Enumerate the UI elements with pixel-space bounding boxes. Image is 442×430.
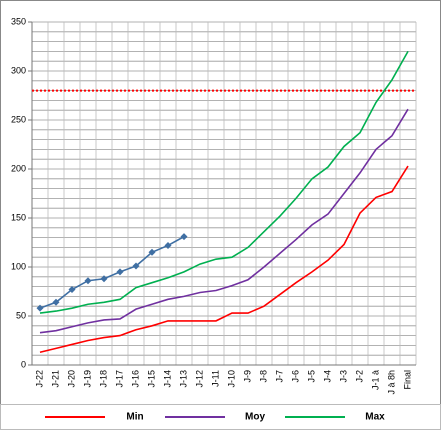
x-tick-label: J-13 [178, 370, 188, 388]
y-tick-label: 250 [11, 114, 26, 124]
marker [68, 286, 76, 294]
y-tick-label: 300 [11, 65, 26, 75]
x-tick-label: J à 8h [386, 370, 396, 395]
legend-label: Min [126, 412, 143, 423]
x-tick-label: J-8 [258, 370, 268, 383]
y-tick-label: 100 [11, 261, 26, 271]
x-tick-label: J-6 [290, 370, 300, 383]
marker [84, 277, 92, 285]
series-line [39, 165, 409, 354]
x-tick-label: J-18 [98, 370, 108, 388]
series-line [39, 51, 409, 314]
x-tick-label: J-3 [338, 370, 348, 383]
x-tick-label: J-5 [306, 370, 316, 383]
x-tick-label: J-1 à [370, 370, 380, 390]
x-tick-label: J-10 [226, 370, 236, 388]
legend-label: Moy [245, 412, 265, 423]
x-tick-label: J-14 [162, 370, 172, 388]
x-tick-label: J-19 [82, 370, 92, 388]
x-tick-label: J-20 [66, 370, 76, 388]
marker [36, 304, 44, 312]
y-tick-label: 150 [11, 212, 26, 222]
x-tick-label: J-16 [130, 370, 140, 388]
legend-label: Max [365, 412, 385, 423]
x-tick-label: J-2 [354, 370, 364, 383]
marker [180, 233, 188, 241]
marker [116, 268, 124, 276]
marker [148, 248, 156, 256]
x-tick-label: J-17 [114, 370, 124, 388]
x-tick-label: J-11 [210, 370, 220, 387]
x-tick-label: J-7 [274, 370, 284, 383]
series-line [39, 108, 409, 334]
series-line [39, 235, 185, 309]
marker [132, 262, 140, 270]
y-tick-label: 350 [11, 16, 26, 26]
x-tick-label: J-9 [242, 370, 252, 383]
marker [164, 241, 172, 249]
marker [100, 275, 108, 283]
y-tick-label: 50 [16, 310, 26, 320]
x-tick-label: J-12 [194, 370, 204, 388]
x-tick-label: Final [402, 370, 412, 390]
y-tick-label: 0 [21, 359, 26, 369]
y-tick-label: 200 [11, 163, 26, 173]
x-tick-label: J-22 [34, 370, 44, 388]
x-tick-label: J-21 [50, 370, 60, 388]
x-tick-label: J-15 [146, 370, 156, 388]
x-tick-label: J-4 [322, 370, 332, 383]
marker [52, 298, 60, 306]
